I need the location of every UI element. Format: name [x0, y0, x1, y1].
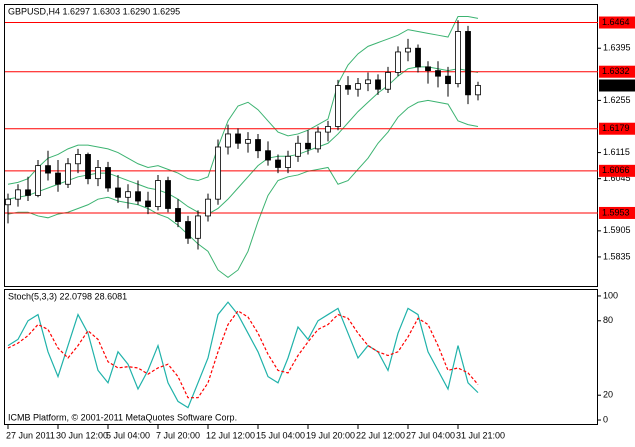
x-tick-label: 15 Jul 04:00: [256, 430, 305, 440]
plot-layer: 1.6395 1.6255 1.6115 1.6045 1.5905 1.5835 1.64…: [5, 16, 635, 440]
candle-body: [15, 189, 21, 200]
level-label: 1.6066: [602, 165, 630, 175]
footer: ICMB Platform, © 2001-2011 MetaQuotes So…: [8, 412, 237, 422]
candle-body: [425, 66, 431, 71]
level-label: 1.6179: [602, 123, 630, 133]
chart-title: GBPUSD,H4 1.6297 1.6303 1.6290 1.6295: [8, 6, 180, 16]
candle-body: [195, 215, 201, 239]
candle-body: [155, 180, 161, 208]
x-tick-label: 31 Jul 21:00: [456, 430, 505, 440]
x-tick-label: 27 Jul 04:00: [406, 430, 455, 440]
candle-body: [85, 154, 91, 180]
x-tick-label: 30 Jun 12:00: [56, 430, 108, 440]
candle-body: [295, 142, 301, 157]
candle-body: [265, 150, 271, 161]
level-label-box: [599, 122, 635, 135]
y-tick-label: 20: [603, 390, 613, 400]
price-label-box: [599, 79, 635, 92]
y-tick-label: 100: [603, 290, 618, 300]
y-tick-label: 1.6045: [603, 173, 631, 183]
candle-body: [235, 133, 241, 144]
y-tick-label: 1.6115: [603, 147, 630, 157]
x-tick-label: 7 Jul 20:00: [156, 430, 200, 440]
price-panel: [4, 4, 598, 287]
candle-body: [105, 167, 111, 189]
candle-body: [75, 154, 81, 165]
candle-body: [215, 146, 221, 200]
y-tick-label: 80: [603, 315, 613, 325]
stoch-panel: [4, 289, 598, 425]
band-lower: [7, 99, 479, 279]
y-tick-label: 1.6255: [603, 95, 631, 105]
candle-body: [335, 85, 341, 127]
candle-body: [385, 72, 391, 90]
candle-body: [125, 191, 131, 198]
x-tick-label: 27 Jun 2011: [6, 430, 55, 440]
candle-body: [5, 198, 11, 206]
candle-body: [45, 165, 51, 174]
candle-body: [205, 198, 211, 217]
candle-body: [465, 31, 471, 96]
candle-body: [405, 47, 411, 53]
candle-body: [345, 85, 351, 90]
level-label: 1.6332: [602, 66, 630, 76]
candle-body: [115, 187, 121, 198]
candle-body: [225, 133, 231, 148]
y-tick-label: 0: [603, 414, 608, 424]
price-label: 1.6295: [602, 80, 630, 90]
candle-body: [245, 139, 251, 144]
candle-body: [25, 189, 31, 196]
candle-body: [445, 75, 451, 85]
candle-body: [55, 172, 61, 185]
stoch-title: Stoch(5,3,3) 22.0798 28.6081: [8, 291, 127, 301]
candle-body: [375, 79, 381, 90]
candle-body: [35, 165, 41, 196]
x-tick-label: 12 Jul 12:00: [206, 430, 255, 440]
level-label: 1.6464: [602, 17, 630, 27]
candle-body: [135, 191, 141, 202]
candle-body: [415, 47, 421, 68]
candle-body: [285, 155, 291, 168]
level-label-box: [599, 164, 635, 177]
x-tick-label: 5 Jul 04:00: [106, 430, 150, 440]
candle-body: [315, 131, 321, 150]
candle-body: [65, 163, 71, 185]
level-label-box: [599, 65, 635, 78]
x-tick-label: 22 Jul 12:00: [356, 430, 405, 440]
x-tick-label: 19 Jul 20:00: [306, 430, 355, 440]
candle-body: [175, 208, 181, 222]
candle-body: [455, 31, 461, 85]
candle-body: [435, 70, 441, 77]
level-label-box: [599, 206, 635, 219]
candle-body: [355, 83, 361, 90]
y-tick-label: 1.5835: [603, 251, 631, 261]
band-upper: [7, 16, 479, 185]
stoch-line: [7, 301, 479, 409]
candle-body: [185, 221, 191, 239]
candle-body: [275, 159, 281, 168]
level-label: 1.5953: [602, 207, 630, 217]
candle-body: [475, 85, 481, 96]
candle-body: [395, 51, 401, 73]
level-label-box: [599, 16, 635, 29]
candle-body: [305, 142, 311, 150]
candle-body: [165, 180, 171, 209]
candle-body: [145, 200, 151, 208]
candle-body: [325, 126, 331, 133]
y-tick-label: 1.5905: [603, 225, 631, 235]
candle-body: [95, 167, 101, 180]
candle-body: [255, 139, 261, 152]
stoch-line: [7, 310, 479, 399]
candle-body: [365, 79, 371, 85]
y-tick-label: 1.6395: [603, 43, 631, 53]
